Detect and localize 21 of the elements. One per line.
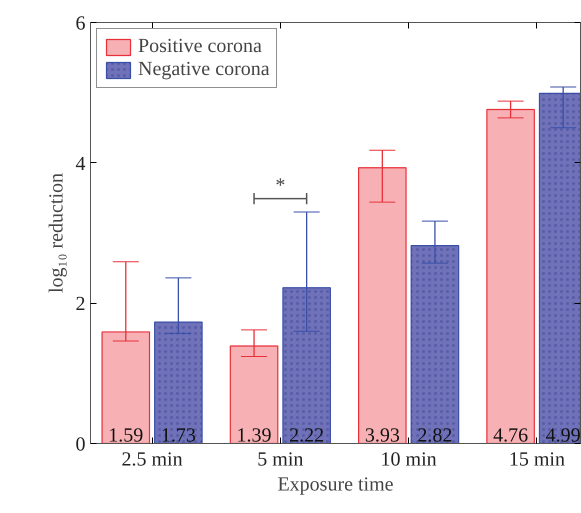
data-label: 3.93 bbox=[364, 424, 400, 446]
x-tick-label: 2.5 min bbox=[122, 448, 183, 470]
x-tick-label: 15 min bbox=[508, 448, 565, 470]
y-tick-label: 6 bbox=[76, 12, 86, 34]
data-label: 2.82 bbox=[417, 424, 452, 446]
data-label: 2.22 bbox=[289, 424, 324, 446]
legend-label: Negative corona bbox=[138, 58, 270, 81]
data-label: 1.59 bbox=[108, 424, 144, 446]
y-axis-title: log₁₀ reduction bbox=[46, 172, 68, 294]
x-tick-label: 5 min bbox=[257, 448, 304, 470]
x-axis-title: Exposure time bbox=[277, 474, 394, 496]
y-tick-label: 2 bbox=[76, 293, 86, 316]
data-label: 4.76 bbox=[493, 424, 528, 446]
y-tick-label: 0 bbox=[76, 434, 86, 456]
data-label: 1.39 bbox=[236, 424, 272, 446]
data-label: 1.73 bbox=[160, 424, 196, 446]
x-tick-label: 10 min bbox=[380, 448, 437, 470]
legend-label: Positive corona bbox=[138, 35, 262, 58]
annotation: * bbox=[275, 174, 286, 197]
data-label: 4.99 bbox=[546, 424, 581, 446]
y-tick-label: 4 bbox=[76, 152, 86, 175]
